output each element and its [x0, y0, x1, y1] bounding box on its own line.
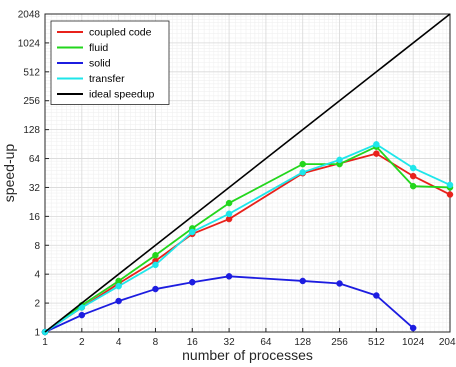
- plot-area: [44, 13, 451, 333]
- legend: coupled code fluid solid transfer ideal spee…: [50, 20, 170, 105]
- data-point: [299, 169, 306, 176]
- x-tick-label: 64: [260, 337, 272, 348]
- x-tick-label: 8: [153, 337, 159, 348]
- data-point: [336, 280, 343, 287]
- y-tick-label: 32: [29, 183, 41, 194]
- x-tick-label: 2: [79, 337, 85, 348]
- x-tick-label: 1024: [402, 337, 425, 348]
- data-point: [152, 285, 159, 293]
- y-tick-label: 16: [29, 212, 41, 223]
- data-point: [446, 191, 454, 198]
- y-axis-ticks: 1 2 4 8 16 32 64 128 256 512 1024 2048: [18, 10, 49, 339]
- x-tick-label: 4: [116, 337, 122, 348]
- legend-label: ideal speedup: [89, 89, 155, 101]
- data-point: [225, 199, 233, 207]
- x-axis-title: number of processes: [182, 347, 313, 363]
- data-point: [446, 181, 454, 189]
- series-transfer: [41, 141, 454, 336]
- data-point: [336, 156, 343, 164]
- y-tick-label: 64: [29, 154, 41, 165]
- x-tick-label: 128: [294, 337, 311, 348]
- data-point: [115, 297, 122, 305]
- series-line: [44, 275, 414, 333]
- data-point: [115, 282, 122, 290]
- data-point: [299, 277, 306, 285]
- data-point: [78, 304, 86, 311]
- y-tick-label: 2048: [18, 10, 41, 21]
- x-tick-label: 32: [224, 337, 236, 348]
- x-tick-label: 2048: [439, 337, 456, 348]
- y-tick-label: 512: [23, 67, 40, 78]
- data-point: [373, 150, 380, 157]
- legend-label: solid: [89, 58, 111, 70]
- data-point: [299, 160, 306, 168]
- data-point: [409, 324, 417, 332]
- y-tick-label: 2: [34, 299, 40, 310]
- data-point: [189, 278, 196, 286]
- x-tick-label: 16: [187, 337, 199, 348]
- legend-label: fluid: [89, 42, 108, 54]
- series-group: [41, 13, 454, 336]
- x-tick-label: 512: [368, 337, 385, 348]
- x-axis-ticks: 1 2 4 8 16 32 64 128 256 512 1024 2048: [42, 328, 456, 348]
- x-tick-label: 256: [331, 337, 348, 348]
- data-point: [78, 311, 86, 319]
- y-tick-label: 8: [34, 241, 40, 252]
- data-point: [409, 182, 417, 190]
- series-ideal-speedup: [44, 13, 451, 333]
- y-tick-label: 256: [23, 96, 40, 107]
- series-fluid: [41, 143, 454, 336]
- legend-label: coupled code: [89, 27, 152, 39]
- data-point: [409, 164, 417, 172]
- data-point: [152, 251, 159, 259]
- data-point: [409, 172, 417, 180]
- y-tick-label: 1: [34, 328, 40, 339]
- series-line: [44, 13, 451, 333]
- series-line: [44, 145, 451, 333]
- data-point: [189, 228, 196, 236]
- data-point: [373, 292, 380, 299]
- legend-label: transfer: [89, 73, 125, 85]
- data-point: [152, 261, 159, 269]
- y-tick-label: 128: [23, 125, 40, 136]
- data-point: [225, 210, 233, 218]
- y-tick-label: 4: [34, 270, 40, 281]
- data-point: [225, 273, 233, 280]
- y-axis-title: speed-up: [1, 144, 17, 203]
- y-tick-label: 1024: [18, 38, 41, 49]
- x-tick-label: 1: [42, 337, 48, 348]
- data-point: [373, 141, 380, 148]
